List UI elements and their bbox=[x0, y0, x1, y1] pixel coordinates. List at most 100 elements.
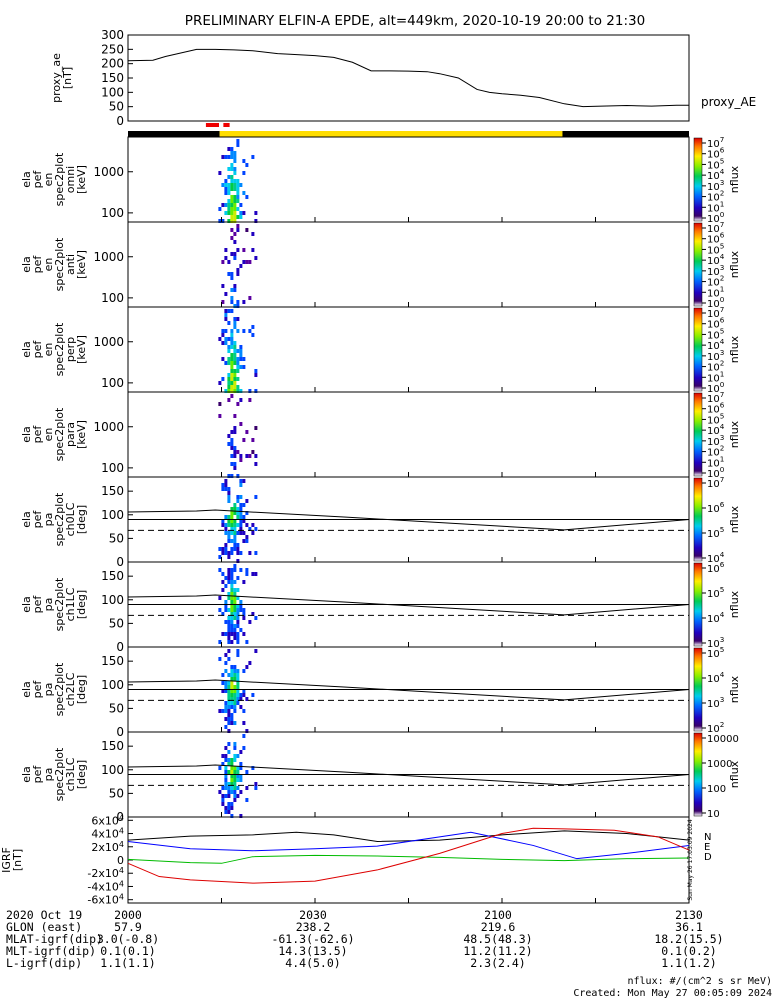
spectrogram-cell bbox=[230, 527, 234, 531]
spectrogram-cell bbox=[233, 519, 237, 523]
spectrogram-cell bbox=[221, 377, 225, 381]
spectrogram-cell bbox=[239, 531, 243, 535]
spectrogram-cell bbox=[242, 632, 246, 636]
spectrogram-cell bbox=[230, 236, 234, 240]
spectrogram-cell bbox=[233, 381, 237, 385]
spectrogram-cell bbox=[224, 770, 228, 774]
spectrogram-cell bbox=[236, 774, 240, 778]
y-axis-label-word: [nT] bbox=[11, 849, 24, 871]
spectrogram-cell bbox=[236, 385, 240, 389]
spectrogram-cell bbox=[227, 701, 231, 705]
y-axis-label-word: spec2plot bbox=[53, 492, 66, 546]
spectrogram-cell bbox=[239, 814, 243, 818]
y-tick-label: 100 bbox=[101, 593, 124, 607]
spectrogram-cell bbox=[236, 673, 240, 677]
spectrogram-cell bbox=[245, 665, 249, 669]
spectrogram-cell bbox=[230, 616, 234, 620]
spectrogram-cell bbox=[242, 693, 246, 697]
spectrogram-cell bbox=[221, 300, 225, 304]
y-tick-label: 300 bbox=[101, 28, 124, 42]
spectrogram-cell bbox=[236, 689, 240, 693]
spectrogram-cell bbox=[227, 373, 231, 377]
spectrogram-cell bbox=[233, 369, 237, 373]
spectrogram-cell bbox=[254, 616, 258, 620]
spectrogram-cell bbox=[245, 568, 249, 572]
spectrogram-cell bbox=[233, 758, 237, 762]
colorbar-tick-label: 104 bbox=[707, 252, 725, 267]
y-tick-label: 150 bbox=[101, 654, 124, 668]
spectrogram-cell bbox=[224, 766, 228, 770]
spectrogram-cell bbox=[227, 398, 231, 402]
colorbar-tick-label: 103 bbox=[707, 695, 724, 710]
spectrogram-cell bbox=[224, 778, 228, 782]
spectrogram-cell bbox=[233, 325, 237, 329]
y-axis-label-word: ela bbox=[20, 341, 33, 358]
spectrogram-cell bbox=[254, 219, 258, 223]
ephemeris-value: 2100 bbox=[484, 908, 512, 922]
y-tick-label: 1000 bbox=[93, 165, 124, 179]
colorbar-tick-label: 103 bbox=[707, 178, 724, 193]
y-tick-label: 150 bbox=[101, 739, 124, 753]
spectrogram-cell bbox=[233, 446, 237, 450]
spectrogram-cell bbox=[227, 474, 231, 478]
spectrogram-cell bbox=[236, 531, 240, 535]
spectrogram-cell bbox=[230, 677, 234, 681]
colorbar-tick-label: 101 bbox=[707, 369, 724, 384]
spectrogram-cell bbox=[230, 600, 234, 604]
spectrogram-cell bbox=[236, 786, 240, 790]
units-note: nflux: #/(cm^2 s sr MeV) bbox=[627, 976, 773, 987]
spectrogram-cell bbox=[230, 385, 234, 389]
y-axis-label-word: en bbox=[42, 343, 55, 357]
spectrogram-cell bbox=[227, 207, 231, 211]
spectrogram-cell bbox=[227, 721, 231, 725]
spectrogram-cell bbox=[218, 555, 222, 559]
spectrogram-cell bbox=[242, 580, 246, 584]
spectrogram-cell bbox=[221, 329, 225, 333]
spectrogram-cell bbox=[242, 519, 246, 523]
spectrogram-cell bbox=[254, 256, 258, 260]
spectrogram-cell bbox=[230, 721, 234, 725]
panel-frame-proxy_ae bbox=[127, 34, 690, 122]
spectrogram-cell bbox=[233, 183, 237, 187]
y-tick-label: 100 bbox=[101, 291, 124, 305]
spectrogram-cell bbox=[236, 653, 240, 657]
colorbar-tick-label: 101 bbox=[707, 284, 724, 299]
spectrogram-cell bbox=[224, 786, 228, 790]
spectrogram-cell bbox=[230, 778, 234, 782]
spectrogram-cell bbox=[233, 207, 237, 211]
spectrogram-cell bbox=[227, 762, 231, 766]
spectrogram-cell bbox=[239, 483, 243, 487]
spectrogram-cell bbox=[230, 207, 234, 211]
colorbar-tick-label: 105 bbox=[707, 585, 724, 600]
spectrogram-cell bbox=[230, 345, 234, 349]
spectrogram-cell bbox=[242, 248, 246, 252]
spectrogram-cell bbox=[230, 272, 234, 276]
colorbar-tick-label: 104 bbox=[707, 550, 725, 565]
spectrogram-cell bbox=[236, 191, 240, 195]
spectrogram-cell bbox=[224, 313, 228, 317]
colorbar-tick-label: 106 bbox=[707, 146, 725, 161]
spectrogram-cell bbox=[254, 495, 258, 499]
spectrogram-cell bbox=[239, 479, 243, 483]
spectrogram-cell bbox=[224, 248, 228, 252]
spectrogram-cell bbox=[230, 770, 234, 774]
spectrogram-cell bbox=[245, 511, 249, 515]
igrf-legend-D: D bbox=[704, 852, 712, 863]
spectrogram-cell bbox=[236, 377, 240, 381]
y-axis-label-word: spec2plot bbox=[53, 322, 66, 376]
spectrogram-cell bbox=[221, 689, 225, 693]
spectrogram-cell bbox=[233, 543, 237, 547]
spectrogram-cell bbox=[230, 228, 234, 232]
spectrogram-cell bbox=[245, 786, 249, 790]
spectrogram-cell bbox=[254, 373, 258, 377]
spectrogram-cell bbox=[233, 466, 237, 470]
spectrogram-cell bbox=[239, 778, 243, 782]
spectrogram-cell bbox=[254, 462, 258, 466]
spectrogram-cell bbox=[233, 240, 237, 244]
spectrogram-cell bbox=[236, 701, 240, 705]
spectrogram-cell bbox=[239, 454, 243, 458]
spectrogram-cell bbox=[230, 329, 234, 333]
spectrogram-cell bbox=[236, 300, 240, 304]
igrf-y-line bbox=[127, 831, 690, 860]
spectrogram-cell bbox=[236, 608, 240, 612]
